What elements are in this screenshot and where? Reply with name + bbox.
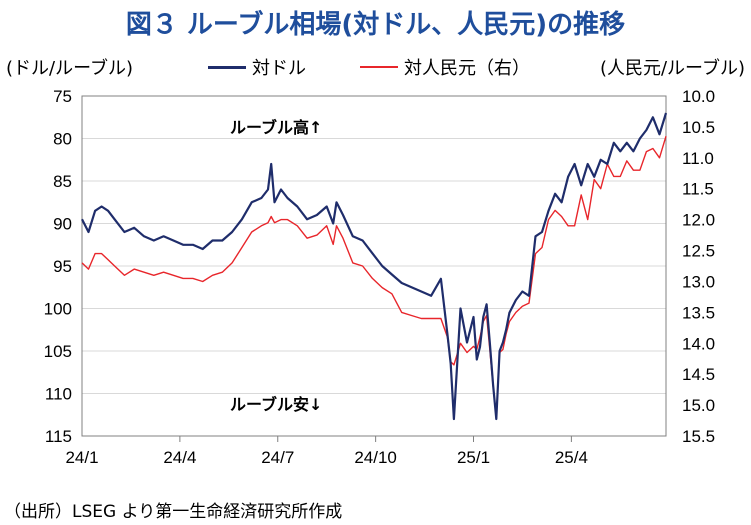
annotations: ルーブル高↑ ルーブル安↓	[230, 118, 322, 414]
y-right-tick-label: 11.5	[682, 180, 714, 199]
chart-title: 図３ ルーブル相場(対ドル、人民元)の推移	[125, 10, 626, 40]
source-note: （出所）LSEG より第一生命経済研究所作成	[4, 502, 343, 522]
y-right-tick-label: 10.0	[682, 87, 715, 106]
x-tick-label: 24/10	[354, 448, 397, 467]
y-right-tick-label: 10.5	[682, 118, 715, 137]
y-left-tick-label: 95	[53, 257, 72, 276]
series-line-cny	[81, 135, 667, 419]
legend-line-usd	[208, 65, 246, 69]
gridlines	[82, 138, 666, 394]
tick-labels: 75 80 85 90 95 100 105 110 115 10.0 10.5 11.0 11.5 12…	[44, 87, 715, 467]
right-axis-unit: (人民元/ルーブル)	[599, 58, 745, 79]
legend-item-cny: 対人民元（右）	[360, 54, 530, 80]
y-left-tick-label: 115	[45, 427, 72, 446]
y-right-tick-label: 15.5	[682, 427, 715, 446]
y-right-tick-label: 13.5	[682, 303, 715, 322]
y-right-tick-label: 14.0	[682, 334, 715, 353]
legend-item-usd: 対ドル	[208, 54, 306, 80]
legend-label-usd: 対ドル	[252, 58, 306, 79]
legend-label-cny: 対人民元（右）	[404, 58, 530, 79]
y-left-tick-label: 80	[53, 130, 72, 149]
y-right-tick-label: 15.0	[682, 396, 715, 415]
y-right-tick-label: 12.0	[682, 211, 715, 230]
y-right-tick-label: 14.5	[682, 365, 715, 384]
x-tick-label: 24/4	[163, 448, 196, 467]
x-tick-label: 24/1	[65, 448, 98, 467]
y-right-tick-label: 13.0	[682, 272, 715, 291]
x-tick-label: 25/4	[555, 448, 588, 467]
y-left-tick-label: 75	[53, 87, 72, 106]
plot-frame	[81, 95, 667, 437]
x-tick-label: 24/7	[261, 448, 294, 467]
y-left-tick-label: 100	[44, 300, 72, 319]
x-tick-label: 25/1	[457, 448, 490, 467]
y-left-tick-label: 110	[45, 385, 72, 404]
y-right-tick-label: 11.0	[682, 149, 714, 168]
y-left-tick-label: 105	[44, 342, 72, 361]
y-left-tick-label: 90	[53, 215, 72, 234]
legend-line-cny	[360, 66, 398, 68]
series-line-usd	[81, 112, 668, 421]
annotation-ruble-weak: ルーブル安↓	[230, 395, 322, 414]
annotation-ruble-strong: ルーブル高↑	[230, 118, 322, 137]
y-right-tick-label: 12.5	[682, 242, 715, 261]
left-axis-unit: (ドル/ルーブル)	[6, 58, 134, 79]
y-left-tick-label: 85	[53, 172, 72, 191]
series-layer	[81, 112, 668, 421]
